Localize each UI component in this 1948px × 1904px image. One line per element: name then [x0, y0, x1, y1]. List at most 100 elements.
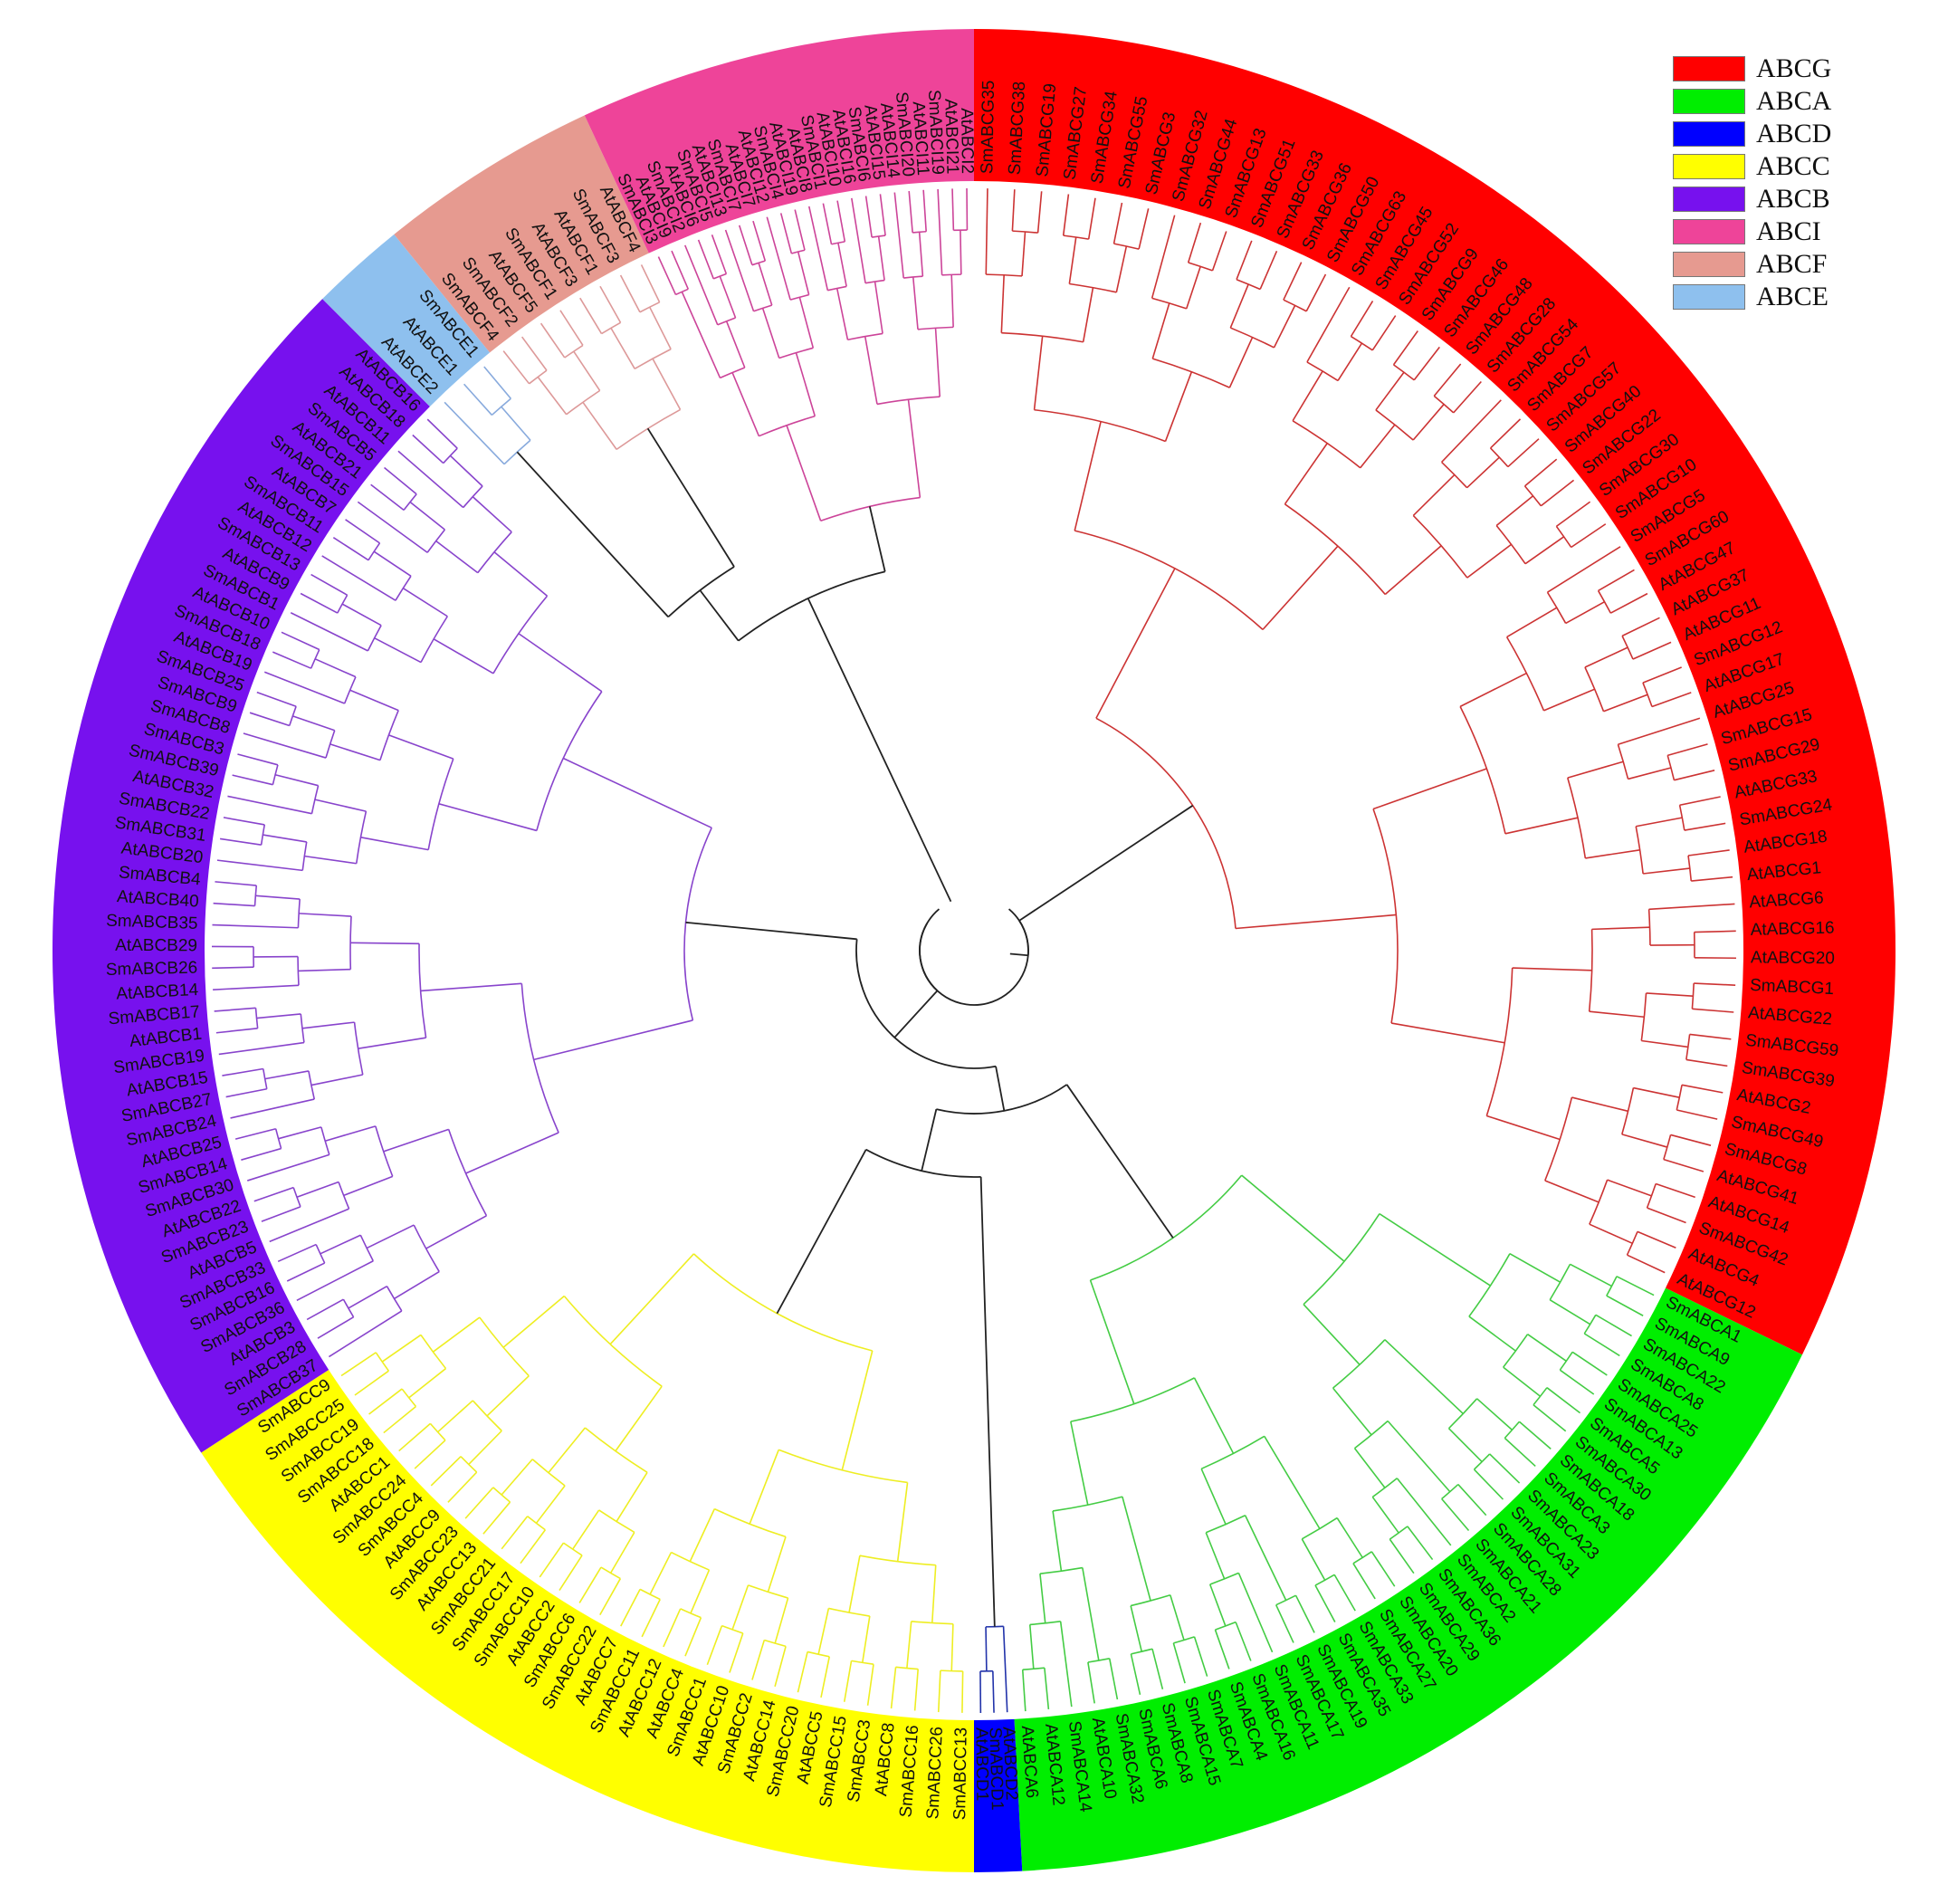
branch-line-abca: [1371, 1496, 1399, 1534]
branch-line-abca: [1389, 1538, 1415, 1574]
branch-line-abcc: [906, 1621, 912, 1669]
branch-arc-abcg: [1412, 514, 1468, 579]
backbone-line: [979, 1176, 996, 1627]
branch-line-abcb: [420, 982, 522, 992]
branch-arc-abcb: [292, 1187, 301, 1208]
branch-line-abcb: [274, 773, 319, 787]
branch-line-abca: [1130, 1653, 1141, 1695]
branch-line-abcc: [896, 1482, 909, 1562]
branch-arc-abcc: [778, 1449, 908, 1484]
branch-arc-abca: [1209, 1572, 1239, 1585]
branch-line-abcg: [1360, 424, 1396, 469]
branch-line-abcb: [214, 1007, 256, 1012]
branch-line-abcg: [1609, 592, 1648, 614]
branch-line-abca: [1052, 1510, 1063, 1572]
branch-line-abcg: [1495, 495, 1534, 527]
clade-band-abcc: [201, 1369, 974, 1872]
branch-line-abcc: [616, 1471, 648, 1522]
backbone-line: [685, 921, 857, 941]
branch-arc-abcg: [1375, 409, 1414, 441]
branch-line-abcc: [432, 1316, 481, 1353]
branch-line-abca: [1447, 1428, 1483, 1463]
branch-line-abcb: [261, 1206, 301, 1222]
branch-line-abci: [836, 200, 846, 243]
branch-arc-abcc: [492, 1487, 511, 1503]
branch-line-abca: [1021, 1670, 1027, 1712]
branch-line-abcg: [1641, 1039, 1688, 1048]
branch-line-abcg: [1486, 1115, 1561, 1141]
branch-arc-abcg: [1485, 968, 1514, 1116]
branch-line-abcg: [1628, 767, 1672, 780]
branch-arc-abci: [917, 326, 954, 330]
branch-line-abcb: [296, 1181, 339, 1198]
leaf-label: SmABCG35: [978, 80, 998, 174]
branch-arc-abca: [1549, 1263, 1571, 1301]
branch-line-abca: [1130, 1605, 1143, 1652]
branch-line-abcf: [582, 401, 617, 450]
clade-band-abci: [584, 28, 974, 254]
branch-arc-abca: [1559, 1351, 1573, 1371]
branch-arc-abcb: [413, 1224, 440, 1272]
leaf-label: SmABCC13: [950, 1727, 971, 1821]
branch-line-abcc: [729, 1632, 744, 1673]
branch-line-abcb: [247, 1153, 330, 1182]
branch-line-abci: [908, 190, 913, 233]
branch-line-abcg: [1459, 672, 1527, 708]
branch-line-abcc: [797, 1651, 808, 1693]
branch-line-abcb: [435, 540, 479, 574]
branch-line-abca: [1468, 1316, 1516, 1352]
branch-line-abcg: [1506, 607, 1558, 638]
branch-line-abcg: [1642, 666, 1682, 684]
branch-line-abca: [1028, 1624, 1035, 1670]
branch-line-abcg: [1524, 536, 1565, 565]
branch-line-abcb: [472, 496, 512, 533]
branch-line-abcb: [277, 1243, 317, 1263]
branch-line-abca: [1504, 1437, 1536, 1468]
branch-line-abcb: [216, 859, 303, 872]
branch-line-abcg: [1607, 1179, 1652, 1197]
branch-line-abcb: [433, 638, 494, 675]
branch-arc-abci: [753, 304, 772, 312]
legend: ABCG ABCA ABCD ABCC ABCB ABCI ABCF ABCE: [1673, 53, 1831, 313]
branch-arc-abcc: [563, 1542, 583, 1556]
branch-line-abcb: [222, 1067, 263, 1076]
branch-line-abcg: [1647, 1207, 1686, 1224]
branch-arc-abca: [1303, 1213, 1380, 1306]
branch-line-abca: [1518, 1421, 1552, 1450]
branch-arc-abcg: [1236, 278, 1261, 291]
branch-line-abcg: [1524, 458, 1558, 487]
branch-line-abca: [1237, 1573, 1274, 1653]
branch-arc-abcc: [527, 1516, 546, 1531]
branch-line-abcc: [684, 1617, 702, 1657]
branch-line-abcc: [430, 1456, 462, 1487]
branch-arc-abcg: [1230, 327, 1275, 349]
branch-line-abcg: [1648, 903, 1735, 911]
backbone-line: [868, 506, 886, 572]
clade-band-abca: [1014, 1287, 1802, 1871]
branch-line-abcg: [1164, 371, 1193, 442]
branch-arc-abcb: [342, 1298, 355, 1318]
branch-line-abcc: [690, 1569, 711, 1614]
branch-line-abca: [1509, 1253, 1561, 1283]
branch-arc-abcg: [1646, 1183, 1657, 1209]
branch-arc-abcg: [1691, 983, 1695, 1009]
branch-arc-abca: [1389, 1526, 1408, 1540]
branch-line-abca: [1193, 1636, 1208, 1677]
branch-line-abcb: [350, 942, 420, 945]
branch-line-abca: [1059, 1621, 1073, 1708]
branch-arc-abcg: [1074, 530, 1264, 630]
legend-swatch: [1673, 187, 1745, 212]
branch-line-abcg: [1000, 274, 1005, 333]
branch-line-abca: [1353, 1448, 1386, 1488]
branch-line-abca: [1396, 1478, 1452, 1546]
branch-line-abcb: [402, 587, 448, 617]
branch-line-abcc: [578, 1566, 602, 1603]
branch-line-abcc: [482, 1501, 511, 1535]
branch-line-abcc: [931, 1564, 937, 1623]
branch-line-abcb: [310, 573, 349, 596]
branch-arc-abcb: [359, 1234, 374, 1262]
branch-line-abcb: [219, 837, 262, 846]
branch-line-abcg: [1681, 1084, 1724, 1094]
branch-arc-abcc: [713, 1507, 787, 1538]
clade-band-abcd: [974, 1718, 1023, 1872]
